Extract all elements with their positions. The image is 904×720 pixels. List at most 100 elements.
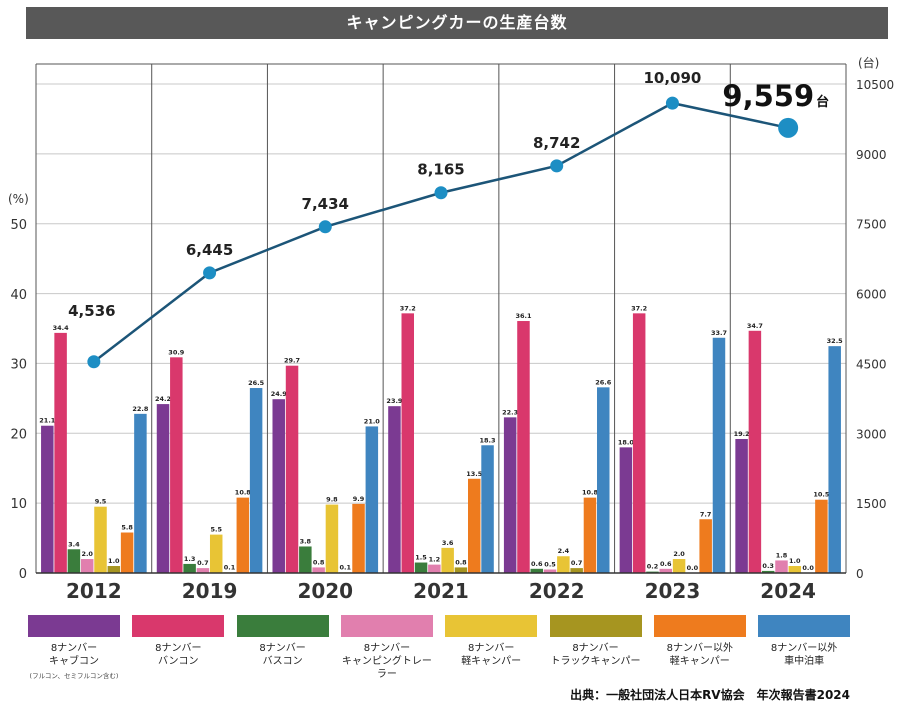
right-tick-label: 6000 — [856, 288, 887, 302]
bar — [597, 387, 610, 573]
bar-value-label: 3.6 — [442, 539, 454, 547]
bar-value-label: 21.1 — [39, 417, 56, 425]
bar — [454, 567, 468, 573]
right-tick-label: 10500 — [856, 78, 894, 92]
bar — [299, 546, 312, 573]
bar — [325, 504, 339, 573]
line-value-label: 10,090 — [643, 69, 701, 87]
bar — [441, 547, 454, 573]
line-value-label: 6,445 — [186, 241, 233, 259]
legend-label: 8ナンバー以外 軽キャンパー — [666, 643, 733, 667]
line-point — [778, 117, 799, 138]
bar — [67, 549, 81, 573]
legend-swatch — [132, 615, 225, 637]
legend-swatch — [236, 615, 329, 637]
bar-value-label: 29.7 — [284, 357, 300, 365]
bar — [285, 365, 299, 573]
bar-value-label: 1.5 — [415, 554, 427, 562]
bar — [236, 497, 250, 573]
line-value-label: 7,434 — [302, 195, 349, 213]
bar-value-label: 1.0 — [789, 557, 801, 565]
bar — [659, 568, 673, 573]
line-value-label: 8,165 — [417, 161, 464, 179]
bar-value-label: 10.8 — [582, 489, 599, 497]
bar — [468, 478, 481, 573]
bar-value-label: 0.3 — [762, 562, 774, 570]
bar — [414, 562, 428, 573]
left-axis-unit: (%) — [8, 192, 29, 206]
legend-swatch — [28, 615, 120, 637]
bar-value-label: 3.4 — [68, 540, 80, 548]
bar-value-label: 18.3 — [480, 436, 496, 444]
bar — [481, 445, 494, 573]
legend-item: 8ナンバー バンコン — [132, 615, 225, 668]
bar-value-label: 10.5 — [813, 491, 830, 499]
bar-value-label: 33.7 — [711, 329, 727, 337]
legend-item: 8ナンバー以外 軽キャンパー — [653, 615, 746, 668]
bar — [517, 321, 530, 573]
bar-value-label: 34.4 — [53, 324, 70, 332]
bar-value-label: 24.2 — [155, 395, 171, 403]
bar-value-label: 0.5 — [544, 561, 556, 569]
bar-value-label: 0.2 — [647, 563, 659, 571]
source-note: 出典：一般社団法人日本RV協会 年次報告書2024 — [570, 688, 850, 702]
bar — [699, 519, 712, 573]
bar-value-label: 7.7 — [700, 510, 712, 518]
legend-note: (フルコン、セミフルコン含む) — [29, 672, 119, 680]
bar — [735, 438, 748, 573]
bar-value-label: 5.5 — [210, 526, 222, 534]
bar — [54, 332, 67, 573]
bar — [828, 346, 841, 573]
bar-value-label: 1.3 — [184, 555, 196, 563]
bar — [170, 357, 183, 573]
bar-value-label: 26.5 — [248, 379, 265, 387]
right-tick-label: 9000 — [856, 148, 887, 162]
x-tick-label: 2012 — [66, 579, 122, 603]
bar-value-label: 21.0 — [364, 417, 381, 425]
legend-item: 8ナンバー トラックキャンパー — [549, 615, 642, 668]
bar — [712, 337, 726, 573]
bar — [530, 568, 544, 573]
bar — [788, 566, 802, 573]
bar-value-label: 34.7 — [747, 322, 763, 330]
x-tick-label: 2024 — [760, 579, 816, 603]
bar-value-label: 0.7 — [571, 559, 583, 567]
legend-item: 8ナンバー バスコン — [236, 615, 329, 668]
bar-value-label: 22.8 — [132, 405, 149, 413]
line-point — [434, 186, 448, 200]
bar-value-label: 36.1 — [515, 312, 532, 320]
bar — [209, 534, 223, 573]
bar — [672, 559, 686, 573]
legend-label: 8ナンバー バンコン — [155, 643, 202, 667]
bar — [583, 497, 597, 573]
bar — [428, 564, 441, 573]
line-point — [203, 266, 217, 280]
left-tick-label: 40 — [10, 288, 27, 303]
bar-value-label: 9.8 — [326, 496, 338, 504]
bar — [503, 417, 517, 573]
legend-label: 8ナンバー 軽キャンパー — [461, 643, 522, 667]
bar-value-label: 0.0 — [802, 564, 814, 572]
bar-value-label: 3.8 — [300, 537, 312, 545]
bar — [619, 447, 633, 573]
bar — [775, 560, 788, 573]
bar — [80, 559, 94, 573]
bar-value-label: 30.9 — [168, 348, 185, 356]
bar — [543, 569, 557, 573]
right-tick-label: 0 — [856, 567, 864, 581]
bar-value-label: 0.7 — [197, 559, 209, 567]
bar — [815, 499, 828, 573]
right-axis-unit: (台) — [858, 55, 879, 70]
legend-label: 8ナンバー キャンピングトレーラー — [341, 643, 432, 680]
bar — [352, 503, 365, 573]
legend-label: 8ナンバー トラックキャンパー — [550, 643, 641, 667]
production-line — [93, 101, 789, 363]
right-tick-label: 4500 — [856, 357, 887, 371]
bar — [94, 506, 107, 573]
bar — [120, 532, 134, 573]
legend-swatch — [340, 615, 433, 637]
legend-label: 8ナンバー キャブコン — [49, 643, 99, 667]
bar-value-label: 23.9 — [386, 397, 403, 405]
bar — [134, 413, 147, 573]
